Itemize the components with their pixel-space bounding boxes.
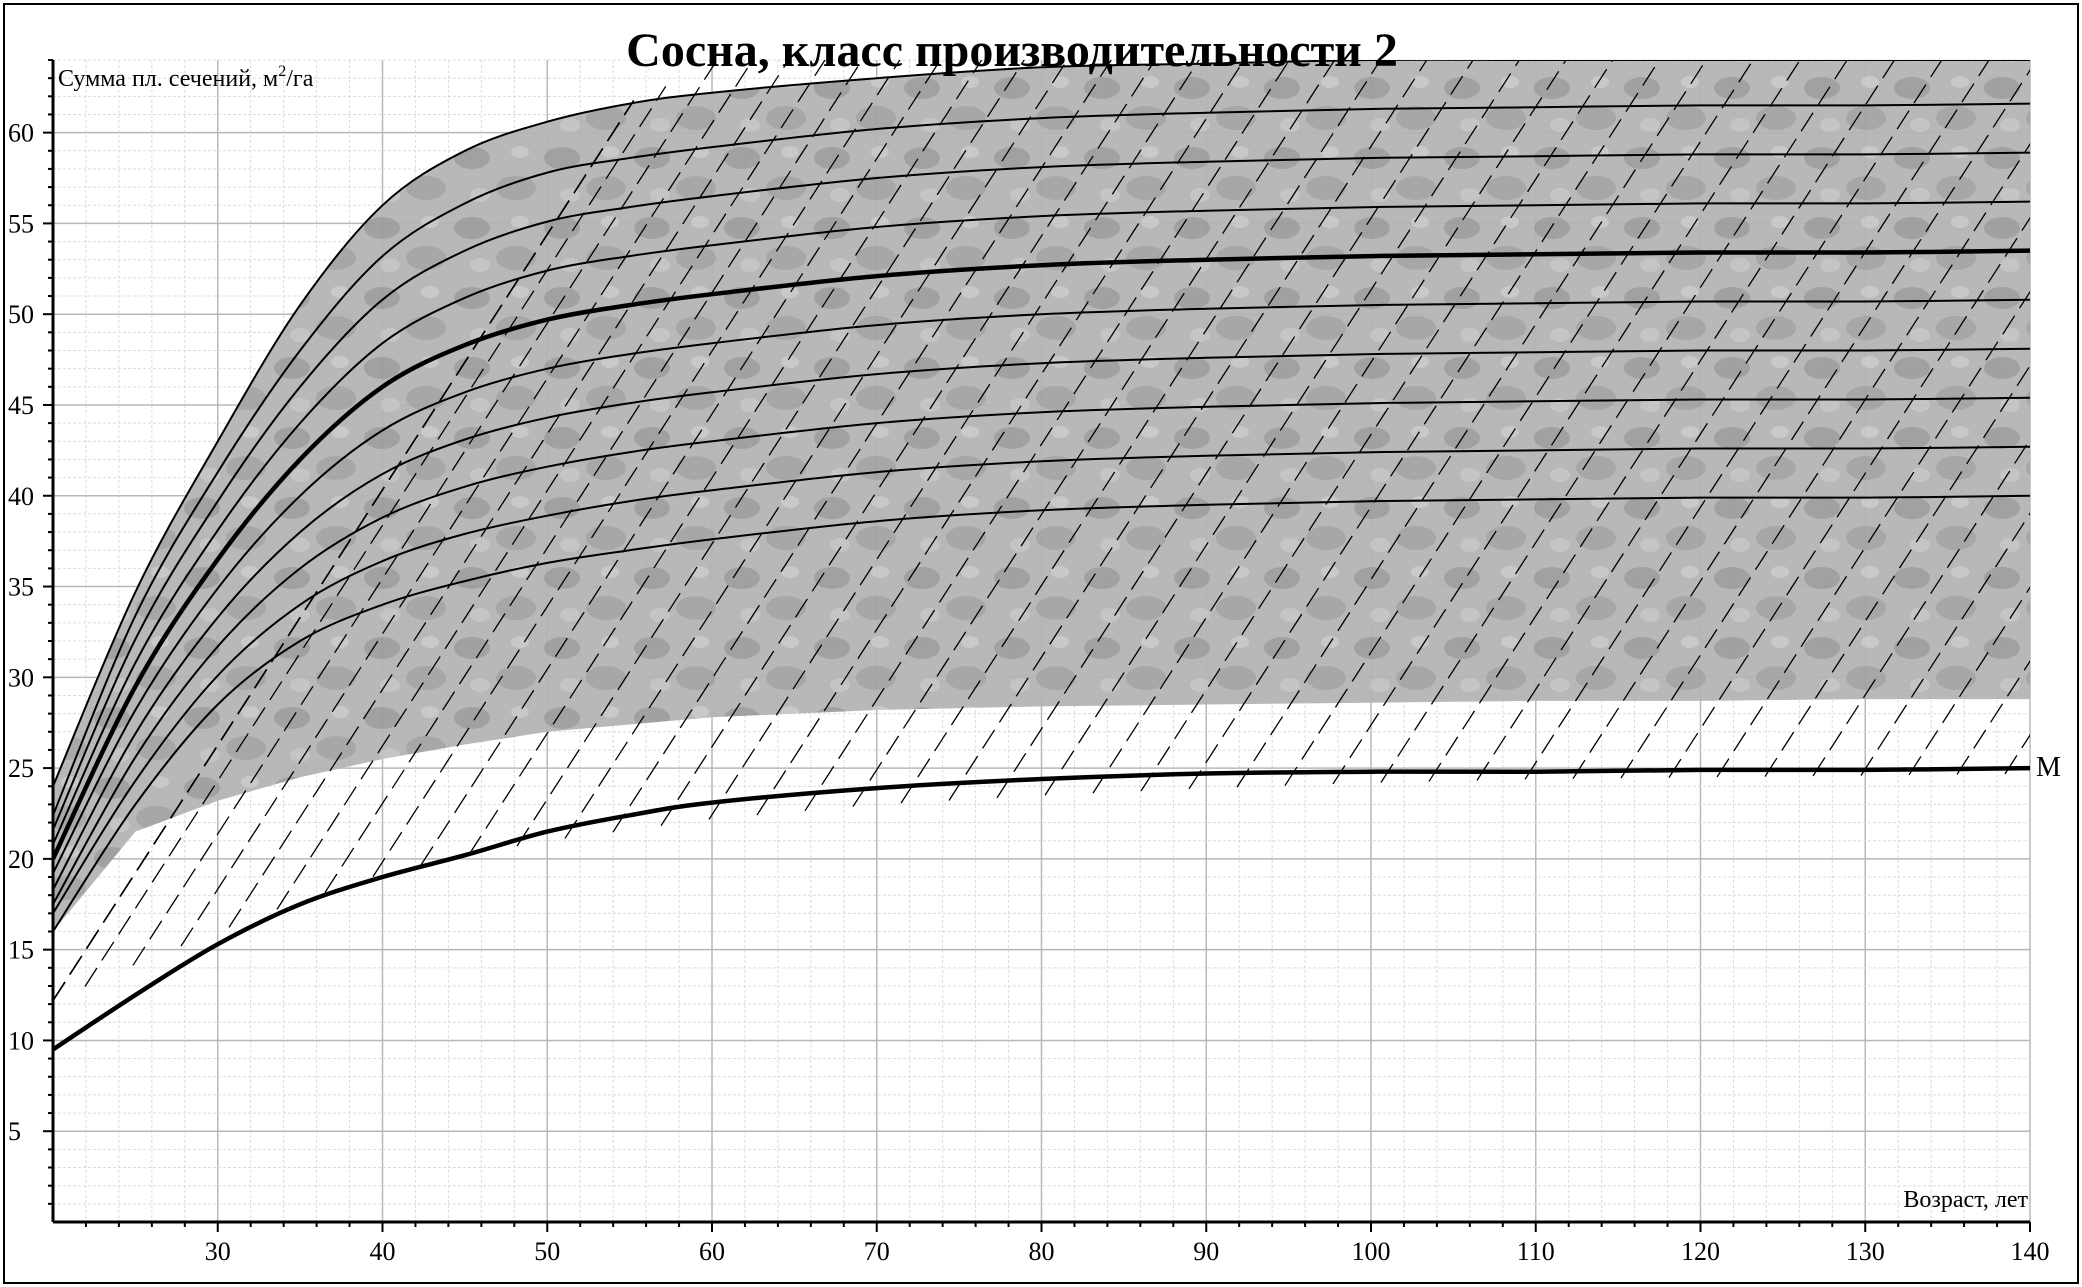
hatch-line — [516, 60, 1025, 847]
hatch-line — [1620, 142, 2030, 779]
hatch-line — [1140, 60, 1614, 792]
x-tick-label: 50 — [534, 1237, 560, 1266]
hatch-line — [1668, 216, 2030, 778]
y-tick-label: 40 — [8, 482, 34, 511]
y-tick-label: 55 — [8, 209, 34, 238]
series-line — [53, 102, 2030, 816]
hatch-line — [1188, 60, 1661, 790]
y-axis-label-main: Сумма пл. сечений, м — [58, 66, 278, 92]
hatch-line — [996, 60, 1474, 799]
hatch-line — [180, 60, 754, 947]
hatch-line — [132, 64, 715, 966]
y-axis-label-suffix: /га — [286, 66, 314, 92]
hatch-line — [852, 60, 1336, 807]
x-tick-label: 60 — [699, 1237, 725, 1266]
x-tick-label: 30 — [205, 1237, 231, 1266]
y-tick-label: 45 — [8, 391, 34, 420]
series-line — [53, 200, 2030, 845]
hatch-line — [756, 60, 1245, 816]
hatch-line — [948, 60, 1428, 801]
hatch-line — [1236, 60, 1707, 788]
series-line — [53, 151, 2030, 831]
hatch-line — [1572, 69, 2030, 780]
hatch-line — [1476, 60, 1943, 781]
y-tick-label: 10 — [8, 1026, 34, 1055]
chart-title: Сосна, класс производительности 2 — [626, 24, 1398, 77]
y-tick-label: 50 — [8, 300, 34, 329]
hatch-line — [1044, 60, 1521, 796]
series-line — [53, 347, 2030, 891]
x-tick-label: 140 — [2011, 1237, 2050, 1266]
shaded-band-area — [53, 60, 2030, 932]
hatch-line — [660, 60, 1156, 827]
hatch-line — [1380, 60, 1848, 783]
y-tick-label: 60 — [8, 119, 34, 148]
y-tick-label: 30 — [8, 663, 34, 692]
hatch-line — [612, 60, 1112, 833]
x-tick-label: 90 — [1193, 1237, 1219, 1266]
hatch-line — [276, 60, 826, 910]
x-tick-label: 100 — [1352, 1237, 1391, 1266]
series-line — [53, 298, 2030, 874]
series-lines — [53, 60, 2030, 1052]
x-tick-label: 80 — [1029, 1237, 1055, 1266]
x-tick-label: 130 — [1846, 1237, 1885, 1266]
hatch-line — [1284, 60, 1754, 786]
hatch-line — [420, 60, 942, 866]
hatch-line — [1428, 60, 1896, 782]
hatch-line — [53, 100, 635, 1001]
x-axis-label: Возраст, лет — [1903, 1187, 2028, 1213]
series-line-bold — [53, 248, 2030, 860]
y-axis-label: Сумма пл. сечений, м2/га — [58, 63, 314, 92]
series-line — [53, 396, 2030, 905]
hatch-line — [324, 60, 863, 893]
hatch-line — [372, 60, 901, 877]
hatch-line — [1092, 60, 1567, 794]
x-tick-label: 70 — [864, 1237, 890, 1266]
axes — [43, 59, 2031, 1232]
hatch-line — [1332, 60, 1801, 785]
series-line — [53, 445, 2030, 914]
x-tick-label: 40 — [370, 1237, 396, 1266]
hatch-line — [708, 60, 1200, 820]
hatch-line — [468, 60, 983, 855]
shaded-band — [53, 60, 2030, 932]
hatch-line — [1524, 60, 1990, 780]
series-line-bold — [53, 765, 2030, 1052]
y-axis-label-superscript: 2 — [278, 63, 286, 80]
x-tick-label: 120 — [1681, 1237, 1720, 1266]
tick-labels: 30 40 50 60 70 80 90 100 110 120 130 140 5 10 15 20 25 30… — [8, 119, 2050, 1266]
hatch-line — [564, 60, 1069, 839]
series-label-m: M — [2036, 752, 2061, 783]
y-tick-label: 35 — [8, 573, 34, 602]
series-line — [53, 494, 2030, 933]
y-tick-label: 15 — [8, 936, 34, 965]
y-tick-label: 20 — [8, 845, 34, 874]
hatch-line — [900, 60, 1382, 804]
hatch-line — [84, 86, 667, 987]
series-line — [53, 60, 2030, 787]
hatch-line — [228, 60, 790, 928]
hatch-line — [1716, 290, 2030, 778]
x-tick-label: 110 — [1517, 1237, 1555, 1266]
y-tick-label: 25 — [8, 754, 34, 783]
y-tick-label: 5 — [8, 1117, 21, 1146]
